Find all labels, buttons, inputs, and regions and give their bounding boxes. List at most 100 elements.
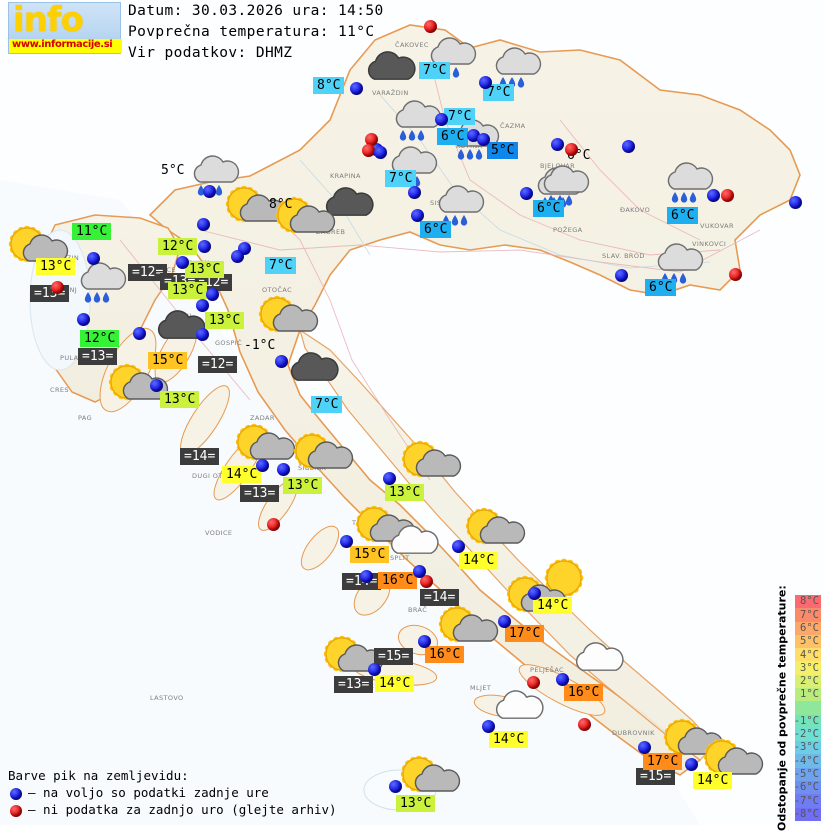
temperature-label: 13°C (36, 258, 76, 275)
station-dot-blue[interactable] (150, 379, 163, 392)
station-dot-blue[interactable] (615, 269, 628, 282)
station-dot-red[interactable] (527, 676, 540, 689)
weather-icon-sun-cloud (435, 605, 499, 649)
station-dot-blue[interactable] (435, 113, 448, 126)
station-dot-blue[interactable] (198, 240, 211, 253)
temperature-label: 6°C (437, 128, 469, 145)
temperature-label: 7°C (265, 257, 297, 274)
station-dot-blue[interactable] (176, 256, 189, 269)
station-dot-blue[interactable] (87, 252, 100, 265)
weather-icon-sun-cloud (255, 295, 319, 339)
station-dot-red[interactable] (362, 144, 375, 157)
svg-text:POŽEGA: POŽEGA (553, 225, 583, 234)
station-dot-blue[interactable] (203, 185, 216, 198)
svg-text:VUKOVAR: VUKOVAR (700, 222, 734, 230)
station-dot-blue[interactable] (520, 187, 533, 200)
weather-icon-cloud-white (490, 690, 546, 727)
svg-text:VODICE: VODICE (205, 529, 232, 537)
temperature-label: 11°C (72, 223, 112, 240)
station-dot-blue[interactable] (789, 196, 802, 209)
weather-icon-cloud-white (570, 642, 626, 679)
station-dot-blue[interactable] (498, 615, 511, 628)
deviation-label: =13= (334, 676, 374, 693)
station-dot-blue[interactable] (707, 189, 720, 202)
station-dot-blue[interactable] (418, 635, 431, 648)
station-dot-blue[interactable] (411, 209, 424, 222)
station-dot-blue[interactable] (196, 328, 209, 341)
station-dot-blue[interactable] (196, 299, 209, 312)
scale-cell-16: -8°C (793, 807, 821, 821)
temperature-label: 13°C (185, 261, 225, 278)
scale-title: Odstopanje od povprečne temperature: (775, 585, 789, 831)
station-dot-blue[interactable] (368, 663, 381, 676)
station-dot-blue[interactable] (231, 250, 244, 263)
station-dot-blue[interactable] (551, 138, 564, 151)
temperature-label: 14°C (222, 466, 262, 483)
station-dot-red[interactable] (729, 268, 742, 281)
site-logo[interactable]: info www.informacije.si (8, 0, 122, 54)
temperature-label: 5°C (487, 142, 519, 159)
station-dot-blue[interactable] (408, 186, 421, 199)
station-dot-blue[interactable] (556, 673, 569, 686)
svg-text:GOSPIĆ: GOSPIĆ (215, 338, 242, 347)
station-dot-blue[interactable] (413, 565, 426, 578)
station-dot-blue[interactable] (482, 720, 495, 733)
station-dot-blue[interactable] (197, 218, 210, 231)
station-dot-blue[interactable] (374, 146, 387, 159)
temperature-label: 14°C (489, 731, 529, 748)
station-dot-blue[interactable] (389, 780, 402, 793)
station-dot-blue[interactable] (77, 313, 90, 326)
station-dot-blue[interactable] (622, 140, 635, 153)
legend-red-text: – ni podatka za zadnjo uro (glejte arhiv… (28, 802, 337, 817)
scale-cell-0: 8°C (795, 595, 821, 609)
temperature-label: -1°C (244, 338, 276, 353)
deviation-label: =13= (240, 485, 280, 502)
svg-text:KRAPINA: KRAPINA (330, 172, 361, 180)
station-dot-red[interactable] (51, 281, 64, 294)
station-dot-blue[interactable] (206, 288, 219, 301)
temperature-label: 7°C (444, 108, 476, 125)
weather-icon-sun-cloud (5, 225, 69, 269)
deviation-label: =14= (180, 448, 220, 465)
svg-text:SLAV. BROD: SLAV. BROD (602, 252, 645, 260)
station-dot-blue[interactable] (383, 472, 396, 485)
temperature-label: 7°C (483, 84, 515, 101)
svg-text:CRES: CRES (50, 386, 69, 394)
station-dot-blue[interactable] (685, 758, 698, 771)
station-dot-red[interactable] (365, 133, 378, 146)
temperature-label: 16°C (378, 572, 418, 589)
weather-icon-sun-cloud (462, 507, 526, 551)
station-dot-blue[interactable] (360, 570, 373, 583)
station-dot-blue[interactable] (133, 327, 146, 340)
svg-text:DUBROVNIK: DUBROVNIK (612, 729, 655, 737)
weather-icon-sun-cloud (272, 196, 336, 240)
station-dot-blue[interactable] (277, 463, 290, 476)
station-dot-blue[interactable] (479, 76, 492, 89)
station-dot-blue[interactable] (340, 535, 353, 548)
station-dot-blue[interactable] (638, 741, 651, 754)
scale-cell-13: -5°C (793, 767, 821, 781)
station-dot-blue[interactable] (256, 459, 269, 472)
station-dot-red[interactable] (267, 518, 280, 531)
station-dot-blue[interactable] (528, 587, 541, 600)
logo-url-bar: www.informacije.si (9, 39, 122, 53)
station-dot-red[interactable] (721, 189, 734, 202)
station-dot-blue[interactable] (452, 540, 465, 553)
svg-text:VARAŽDIN: VARAŽDIN (372, 88, 409, 97)
station-dot-blue[interactable] (275, 355, 288, 368)
legend-row-blue: – na voljo so podatki zadnje ure (8, 785, 337, 802)
temperature-label: 6°C (645, 279, 677, 296)
station-dot-red[interactable] (424, 20, 437, 33)
temperature-label: 14°C (375, 675, 415, 692)
svg-text:ZADAR: ZADAR (250, 414, 275, 422)
svg-text:ČAZMA: ČAZMA (500, 121, 526, 130)
station-dot-blue[interactable] (467, 129, 480, 142)
station-dot-red[interactable] (565, 143, 578, 156)
station-dot-blue[interactable] (350, 82, 363, 95)
svg-text:DUGI OTOK: DUGI OTOK (192, 472, 233, 480)
station-dot-blue[interactable] (477, 133, 490, 146)
station-dot-red[interactable] (578, 718, 591, 731)
weather-icon-sun-cloud (222, 185, 286, 229)
station-dot-red[interactable] (420, 575, 433, 588)
